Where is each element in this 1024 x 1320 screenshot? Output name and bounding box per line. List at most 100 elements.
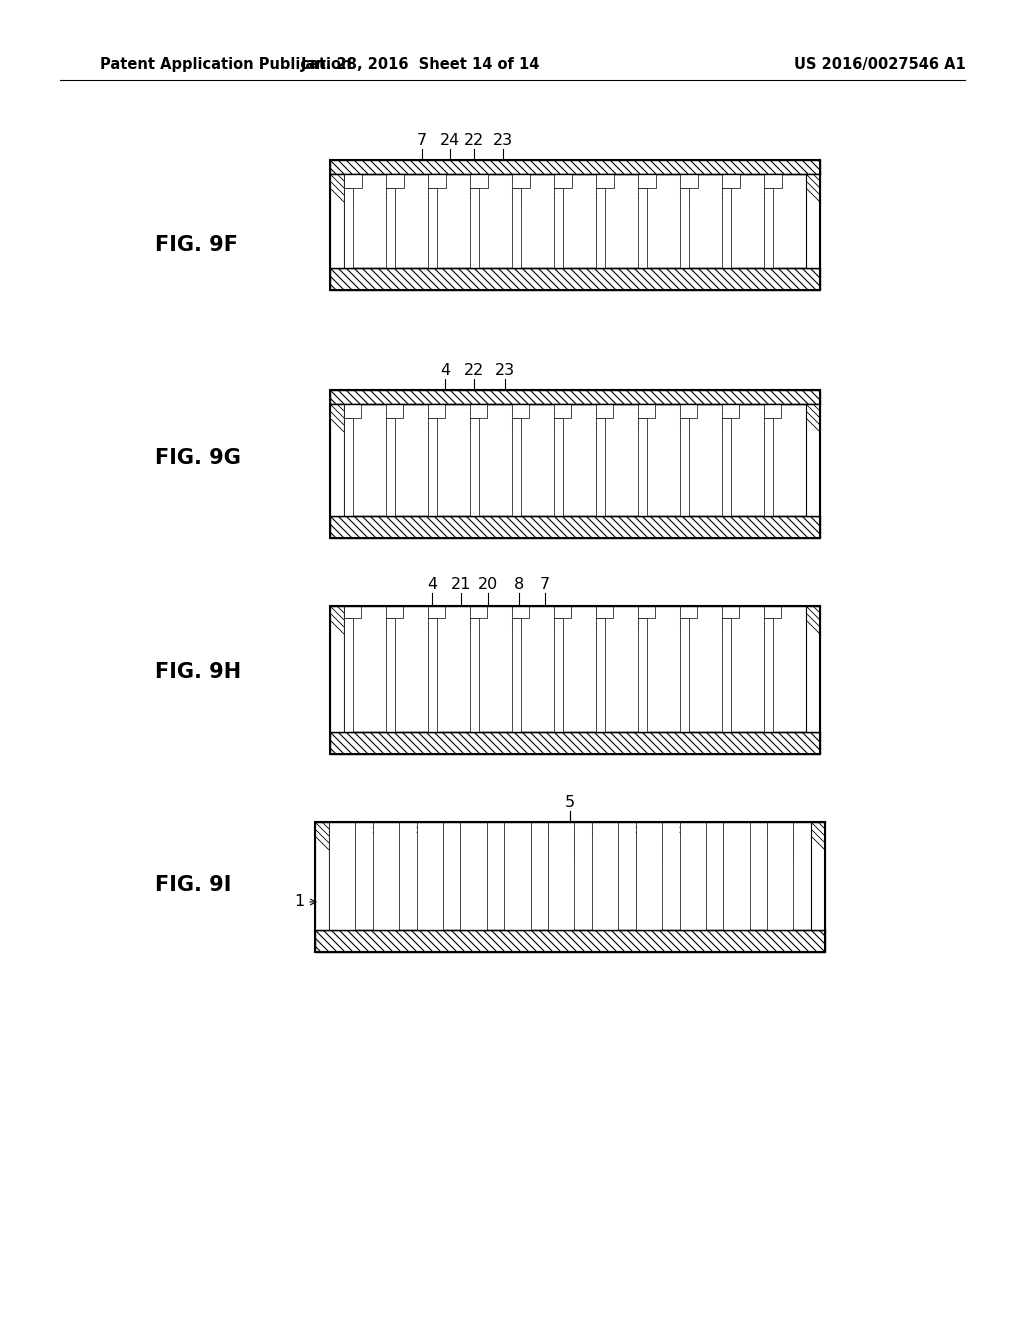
Bar	[722, 404, 738, 418]
Bar	[330, 606, 344, 733]
Bar	[470, 606, 486, 618]
Bar	[428, 174, 445, 187]
Text: 23: 23	[495, 363, 515, 378]
Bar	[592, 822, 618, 931]
Bar	[596, 418, 605, 516]
Bar	[344, 418, 353, 516]
Bar	[344, 174, 361, 187]
Bar	[512, 606, 528, 618]
Bar	[638, 418, 647, 516]
Bar	[596, 618, 605, 733]
Bar	[470, 618, 479, 733]
Bar	[386, 618, 395, 733]
Bar	[811, 822, 825, 931]
Text: 4: 4	[440, 363, 451, 378]
Bar	[330, 174, 820, 268]
Bar	[764, 404, 780, 418]
Bar	[722, 606, 738, 618]
Bar	[554, 187, 563, 268]
Bar	[512, 618, 521, 733]
Bar	[806, 174, 820, 268]
Bar	[723, 822, 750, 931]
Bar	[806, 404, 820, 516]
Text: 8: 8	[514, 577, 524, 591]
Bar	[680, 174, 697, 187]
Bar	[638, 618, 647, 733]
Text: Patent Application Publication: Patent Application Publication	[100, 58, 351, 73]
Bar	[330, 516, 820, 539]
Bar	[680, 418, 689, 516]
Text: 4: 4	[427, 577, 437, 591]
Bar	[461, 822, 486, 931]
Bar	[554, 418, 563, 516]
Bar	[330, 404, 344, 516]
Text: 21: 21	[451, 577, 471, 591]
Text: FIG. 9H: FIG. 9H	[155, 663, 241, 682]
Text: 23: 23	[493, 133, 513, 148]
Bar	[330, 606, 820, 754]
Bar	[330, 389, 820, 404]
Bar	[764, 618, 773, 733]
Bar	[680, 822, 706, 931]
Bar	[344, 187, 353, 268]
Bar	[638, 606, 654, 618]
Bar	[554, 618, 563, 733]
Bar	[722, 618, 731, 733]
Bar	[330, 404, 820, 516]
Bar	[330, 606, 820, 754]
Bar	[764, 187, 773, 268]
Bar	[386, 187, 395, 268]
Bar	[373, 822, 399, 931]
Bar	[638, 174, 655, 187]
Bar	[344, 606, 360, 618]
Bar	[386, 606, 402, 618]
Bar	[428, 187, 437, 268]
Text: 5: 5	[565, 795, 575, 810]
Bar	[638, 404, 654, 418]
Bar	[554, 404, 570, 418]
Bar	[329, 822, 355, 931]
Bar	[315, 822, 329, 931]
Bar	[638, 187, 647, 268]
Bar	[330, 389, 820, 539]
Text: 20: 20	[478, 577, 498, 591]
Bar	[470, 404, 486, 418]
Bar	[680, 187, 689, 268]
Bar	[722, 418, 731, 516]
Bar	[330, 389, 820, 539]
Bar	[428, 618, 437, 733]
Bar	[417, 822, 443, 931]
Bar	[330, 174, 344, 268]
Bar	[470, 418, 479, 516]
Bar	[548, 822, 574, 931]
Text: FIG. 9F: FIG. 9F	[155, 235, 238, 255]
Bar	[315, 822, 825, 952]
Bar	[330, 268, 820, 290]
Bar	[554, 606, 570, 618]
Bar	[680, 404, 696, 418]
Bar	[344, 404, 360, 418]
Bar	[470, 187, 479, 268]
Bar	[596, 174, 613, 187]
Text: 7: 7	[540, 577, 550, 591]
Bar	[636, 822, 663, 931]
Text: Jan. 28, 2016  Sheet 14 of 14: Jan. 28, 2016 Sheet 14 of 14	[300, 58, 540, 73]
Text: FIG. 9I: FIG. 9I	[155, 875, 231, 895]
Bar	[806, 606, 820, 733]
Text: 1: 1	[295, 895, 305, 909]
Text: FIG. 9G: FIG. 9G	[155, 447, 241, 469]
Bar	[722, 187, 731, 268]
Bar	[680, 606, 696, 618]
Bar	[504, 822, 530, 931]
Bar	[344, 618, 353, 733]
Bar	[330, 160, 820, 290]
Bar	[330, 160, 820, 174]
Bar	[428, 606, 444, 618]
Text: 24: 24	[440, 133, 460, 148]
Bar	[386, 174, 403, 187]
Bar	[386, 418, 395, 516]
Bar	[554, 174, 571, 187]
Bar	[386, 404, 402, 418]
Text: 22: 22	[464, 363, 484, 378]
Bar	[596, 187, 605, 268]
